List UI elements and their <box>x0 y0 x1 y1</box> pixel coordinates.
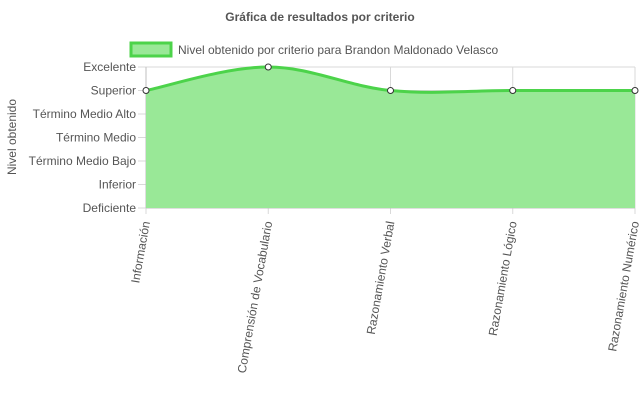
x-tick-label: Razonamiento Numérico <box>605 220 639 353</box>
x-tick-label: Información <box>128 220 153 284</box>
series-points <box>142 63 639 94</box>
legend-swatch[interactable] <box>129 41 173 58</box>
y-tick-label: Inferior <box>99 178 136 192</box>
data-point[interactable] <box>264 63 272 71</box>
data-point[interactable] <box>631 87 639 94</box>
y-tick-label: Excelente <box>83 60 136 74</box>
legend-label[interactable]: Nivel obtenido por criterio para Brandon… <box>178 43 499 57</box>
x-tick-label: Comprensión de Vocabulario <box>235 220 276 375</box>
y-axis-ticks: Deficiente Inferior Término Medio Bajo Térm… <box>29 60 137 215</box>
y-tick-label: Término Medio Bajo <box>29 154 137 168</box>
series-area-fill <box>146 67 635 208</box>
x-tick-label: Razonamiento Verbal <box>364 220 398 335</box>
chart-title: Gráfica de resultados por criterio <box>225 10 414 24</box>
y-tick-label: Término Medio Alto <box>33 107 137 121</box>
data-point[interactable] <box>509 87 517 94</box>
y-axis-title: Nivel obtenido <box>5 99 19 175</box>
legend[interactable]: Nivel obtenido por criterio para Brandon… <box>129 41 499 58</box>
y-tick-label: Término Medio <box>56 131 136 145</box>
data-point[interactable] <box>387 87 394 94</box>
x-tick-label: Razonamiento Lógico <box>486 220 520 337</box>
y-tick-label: Superior <box>91 84 136 98</box>
y-tick-label: Deficiente <box>83 201 137 215</box>
x-axis-ticks: Información Comprensión de Vocabulario Raz… <box>128 220 639 375</box>
data-point[interactable] <box>142 87 150 94</box>
